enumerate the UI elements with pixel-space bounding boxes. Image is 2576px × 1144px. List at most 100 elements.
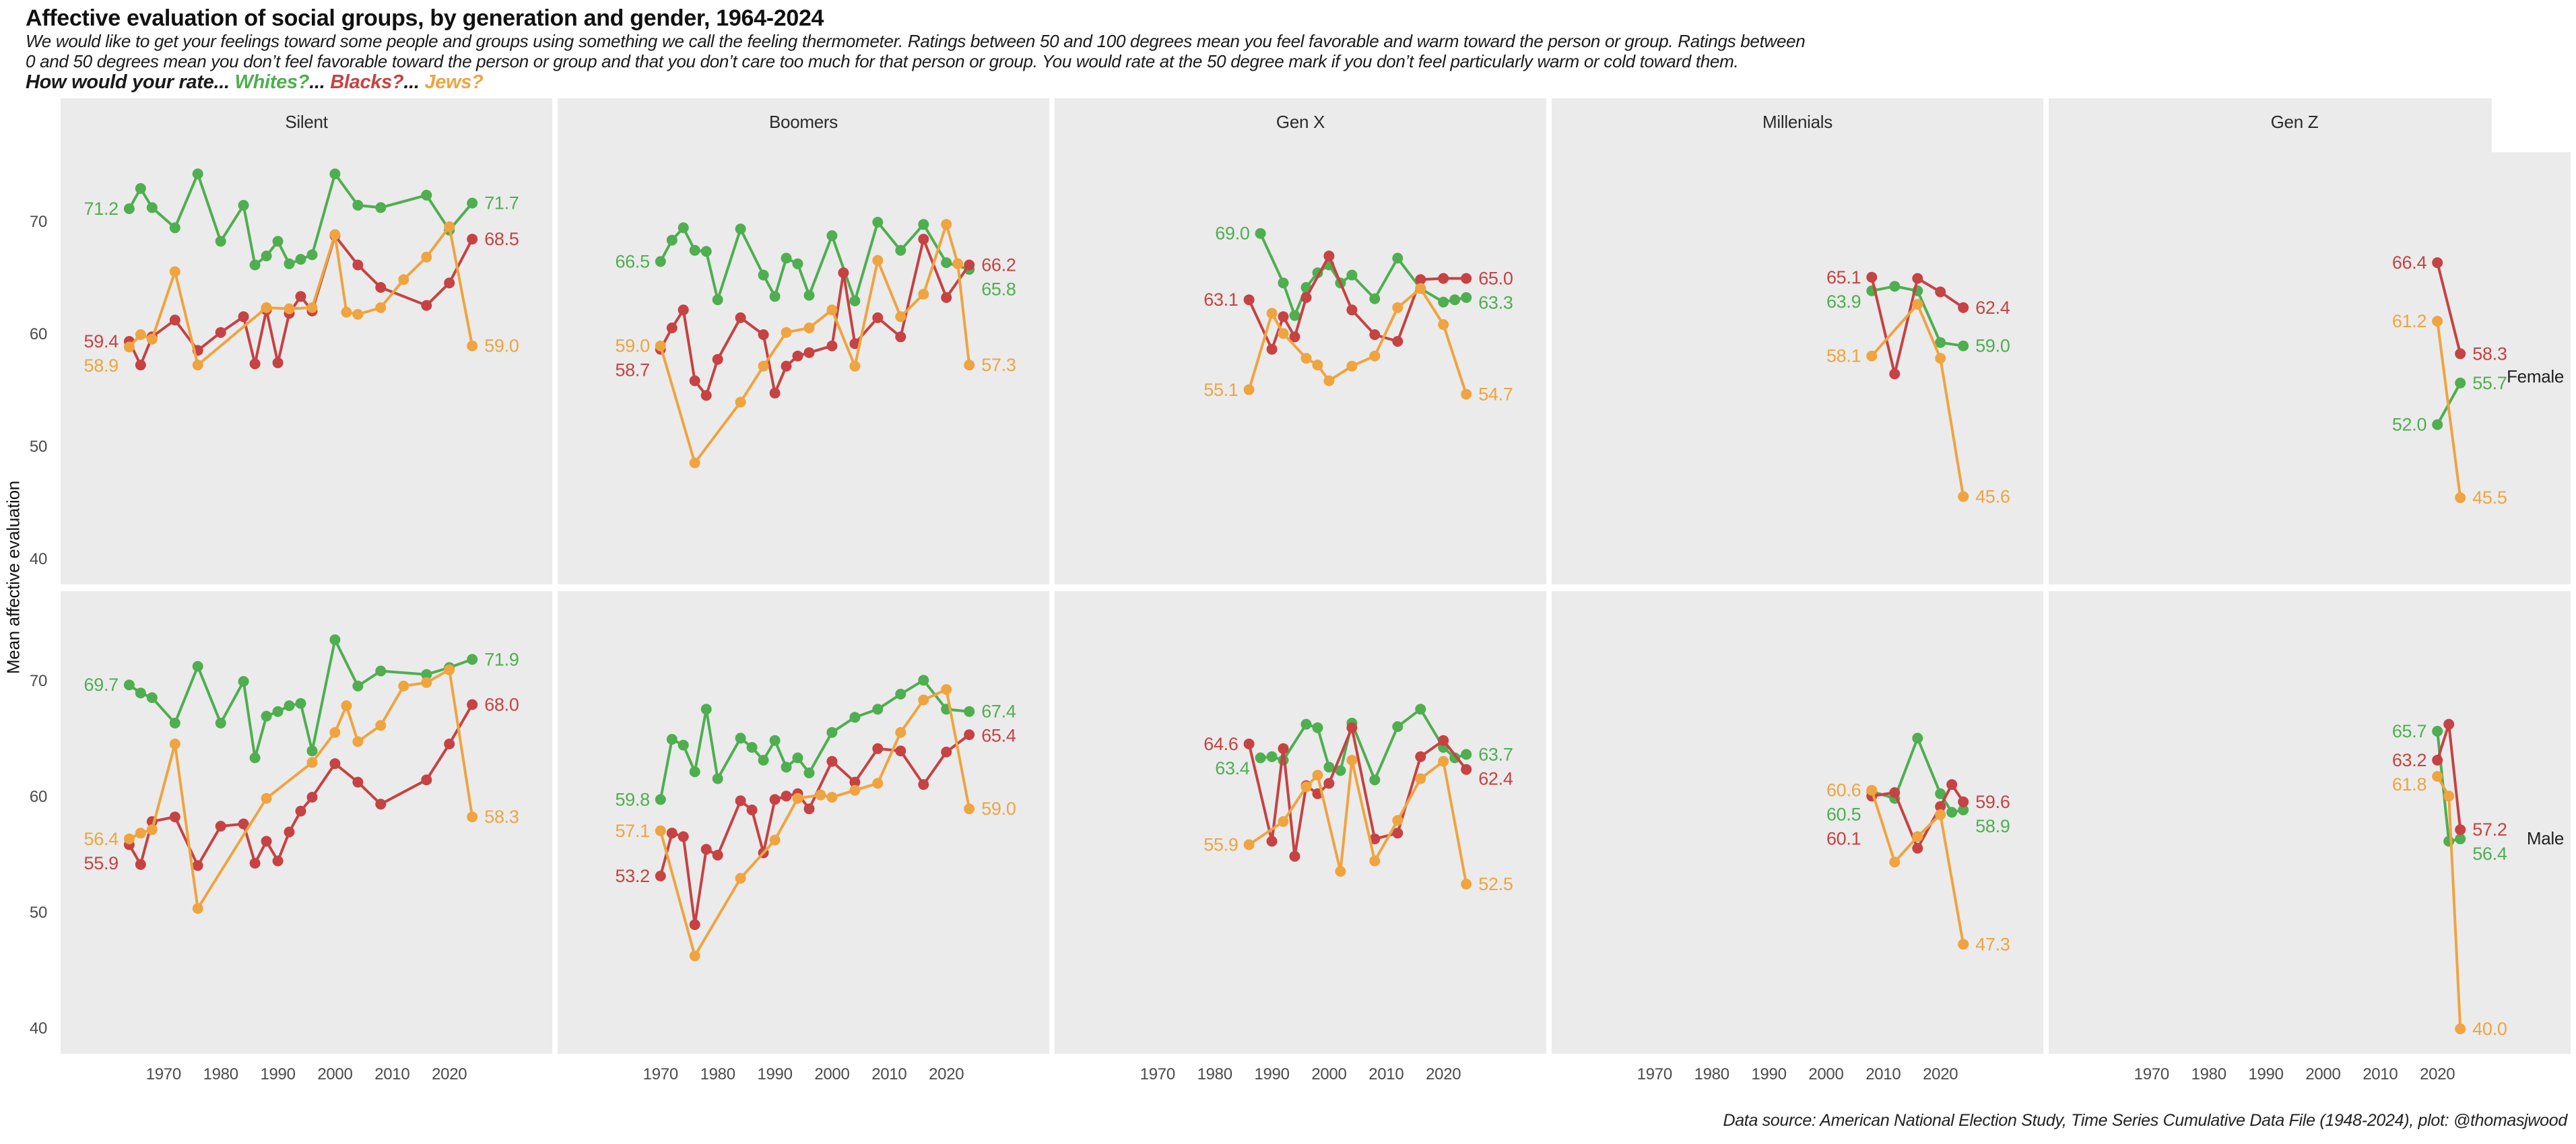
data-point-whites [272, 706, 284, 717]
data-point-whites [306, 745, 318, 757]
question-part-4: ... [403, 71, 425, 93]
data-point-jews [803, 323, 815, 333]
data-point-whites [758, 269, 769, 281]
data-point-jews [941, 684, 952, 695]
data-point-blacks [375, 281, 387, 293]
data-point-blacks [1369, 833, 1381, 844]
x-tick-col2-2020: 2020 [929, 1065, 964, 1083]
series-line-jews [1247, 286, 1468, 395]
data-point-blacks [238, 311, 249, 323]
data-point-whites [192, 661, 203, 672]
data-point-blacks [769, 794, 781, 805]
data-point-whites [712, 773, 723, 784]
data-point-blacks [1866, 271, 1878, 283]
end-value-label-jews: 45.5 [2472, 487, 2507, 508]
x-tick-col1-1990: 1990 [260, 1065, 296, 1083]
data-point-blacks [329, 758, 341, 770]
data-point-blacks [838, 267, 849, 279]
data-point-whites [826, 727, 838, 738]
data-point-blacks [1243, 738, 1255, 749]
data-point-whites [1935, 788, 1946, 799]
data-point-jews [123, 833, 135, 844]
data-point-jews [895, 311, 906, 323]
panel-canvas: 69.0 63.1 55.1 65.0 63.3 54.7 [1203, 224, 1513, 405]
data-point-whites [758, 755, 769, 766]
data-point-blacks [1935, 286, 1946, 298]
data-point-jews [2432, 771, 2443, 782]
data-point-blacks [792, 350, 803, 362]
data-point-blacks [444, 738, 455, 749]
y-tick-female-60: 60 [29, 325, 47, 343]
data-point-whites [1278, 277, 1289, 289]
start-value-label-jews: 59.0 [615, 336, 649, 356]
data-point-blacks [421, 300, 432, 311]
data-point-blacks [272, 855, 284, 867]
end-value-label-jews: 58.3 [484, 807, 519, 827]
data-point-blacks [1278, 743, 1289, 754]
data-point-whites [467, 654, 478, 665]
data-point-blacks [964, 729, 975, 741]
end-value-label-whites: 65.8 [981, 279, 1016, 300]
data-point-jews [826, 792, 838, 803]
question-part-0: How would your rate... [26, 71, 235, 93]
data-point-whites [1438, 296, 1449, 308]
x-tick-col1-1970: 1970 [145, 1065, 182, 1083]
data-point-blacks [169, 314, 180, 326]
start-value-label-jews: 60.6 [1826, 780, 1861, 801]
data-point-jews [341, 306, 352, 318]
x-tick-col5-2020: 2020 [2420, 1065, 2455, 1083]
data-point-whites [146, 202, 158, 213]
panel-silent-female: 71.2 59.4 58.9 71.7 68.5 59.0 [61, 98, 552, 584]
series-line-whites [1871, 734, 1964, 814]
data-point-jews [2455, 1023, 2466, 1034]
data-point-jews [375, 720, 387, 731]
data-point-whites [249, 752, 261, 764]
y-tick-male-60: 60 [29, 788, 47, 806]
series-line-jews [1870, 302, 1965, 497]
data-point-jews [398, 274, 409, 285]
panel-millenials-female: 65.1 63.9 58.1 62.4 59.0 45.6 [1552, 98, 2043, 584]
data-point-blacks [261, 836, 272, 847]
end-value-label-blacks: 65.4 [981, 726, 1016, 746]
data-point-jews [352, 308, 364, 320]
data-point-blacks [1392, 828, 1403, 839]
start-value-label-jews: 55.1 [1203, 380, 1238, 400]
start-value-label-jews: 58.9 [84, 356, 119, 376]
data-point-whites [1946, 807, 1958, 818]
data-point-jews [329, 229, 341, 240]
data-point-blacks [215, 821, 226, 832]
data-point-blacks [1912, 842, 1923, 854]
y-tick-female-50: 50 [29, 438, 47, 456]
data-point-jews [135, 828, 146, 839]
data-point-jews [895, 727, 906, 738]
start-value-label-whites: 60.5 [1826, 805, 1861, 825]
data-point-whites [1255, 228, 1266, 239]
data-point-blacks [941, 292, 952, 303]
series-line-whites [1259, 232, 1467, 320]
end-value-label-whites: 58.9 [1975, 816, 2010, 836]
data-point-blacks [872, 743, 884, 754]
y-tick-female-40: 40 [29, 550, 47, 568]
data-point-whites [666, 734, 678, 745]
start-value-label-blacks: 59.4 [84, 331, 119, 351]
data-point-blacks [1266, 343, 1278, 355]
x-tick-col5-1990: 1990 [2248, 1065, 2284, 1083]
data-point-blacks [712, 354, 723, 365]
data-point-whites [746, 742, 758, 753]
data-point-blacks [826, 755, 838, 767]
data-point-blacks [215, 327, 226, 338]
data-point-blacks [1266, 836, 1278, 847]
data-point-blacks [1278, 311, 1289, 323]
data-point-whites [712, 294, 723, 306]
data-point-jews [1243, 839, 1255, 850]
end-value-label-whites: 55.7 [2472, 373, 2507, 393]
data-point-jews [1323, 375, 1335, 386]
data-point-jews [1335, 866, 1346, 877]
data-point-whites [803, 767, 815, 778]
start-value-label-whites: 59.8 [615, 789, 649, 809]
data-point-jews [421, 251, 432, 263]
data-point-jews [375, 302, 387, 313]
data-point-whites [1335, 765, 1346, 776]
data-point-blacks [1889, 368, 1901, 380]
end-value-label-jews: 59.0 [484, 336, 519, 356]
